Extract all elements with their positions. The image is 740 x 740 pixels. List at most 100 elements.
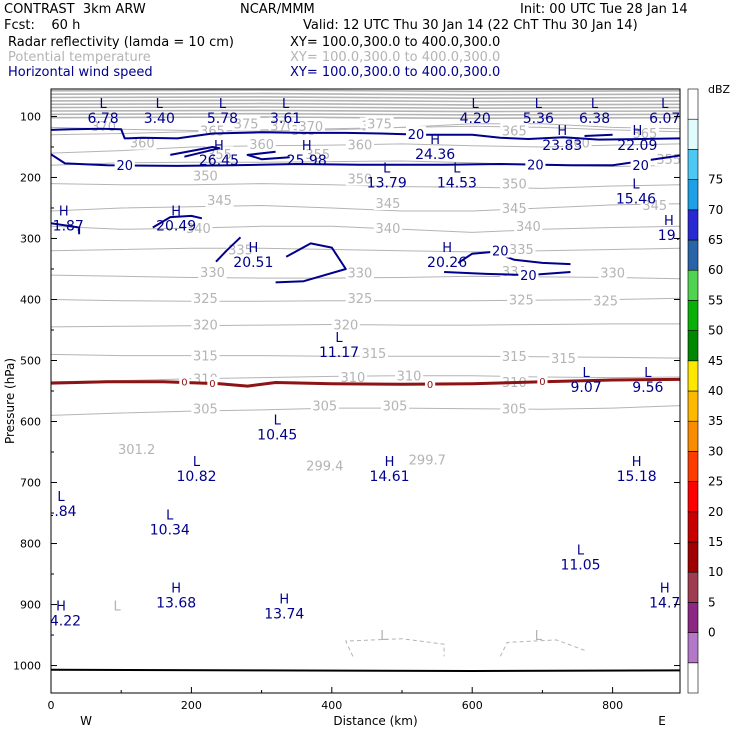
theta-label-305: 305 [383, 400, 408, 415]
theta-label-315-bg [500, 348, 529, 364]
x-tick-label: 0 [48, 699, 55, 712]
freezing-level: 0 0 0 0 [51, 375, 680, 391]
theta-label-330: 330 [200, 266, 225, 281]
freezing-label-bg [179, 375, 190, 388]
theta-contour-350 [51, 183, 680, 189]
x-tick-label: 600 [462, 699, 483, 712]
low-marker: L [535, 629, 543, 644]
theta-label-355: 355 [305, 148, 330, 163]
freezing-label-bg [424, 378, 436, 390]
plot-area [51, 89, 680, 693]
theta-label-360-bg [247, 135, 276, 151]
theta-label-315: 315 [193, 350, 218, 365]
wind-label-20: 20 [408, 128, 425, 143]
colorbar-level: 55 [708, 293, 723, 307]
field-wind-xy: XY= 100.0,300.0 to 400.0,300.0 [290, 65, 501, 80]
theta-label-335-bg [507, 240, 536, 256]
extremum-value: 15.18 [617, 469, 657, 485]
theta-label-315: 315 [551, 352, 576, 367]
theta-band-line [51, 102, 680, 106]
theta-label-350: 350 [193, 170, 218, 185]
theta-band-line [51, 89, 680, 93]
theta-label-325: 325 [347, 292, 372, 307]
y-tick-label: 500 [20, 354, 41, 367]
wind-label-20: 20 [116, 159, 133, 174]
theta-label-310-bg [394, 367, 424, 383]
theta-label-345-bg [373, 195, 403, 210]
theta-label-320-bg [191, 316, 220, 332]
colorbar-level: 70 [708, 203, 723, 217]
theta-label-360: 360 [249, 138, 274, 153]
extremum-value: 20.49 [156, 218, 196, 234]
extremum-value: 10.45 [257, 428, 297, 444]
colorbar-level: 5 [708, 595, 716, 609]
extremum-value: 20.26 [427, 255, 467, 271]
colorbar-bin [687, 390, 699, 422]
theta-contour-345 [51, 203, 680, 212]
theta-band-line [51, 109, 680, 113]
theta-label-350-bg [500, 175, 529, 191]
theta-label-325-bg [345, 290, 374, 306]
high-marker: H [664, 214, 674, 229]
freezing-label: 0 [209, 379, 215, 390]
high-marker: H [557, 124, 567, 139]
colorbar-bin [687, 209, 699, 241]
west-label: W [80, 714, 92, 728]
theta-label-310: 310 [397, 370, 422, 385]
low-marker: L [535, 97, 543, 112]
theta-extra-label-bg [114, 440, 159, 456]
theta-label-325: 325 [193, 292, 218, 307]
colorbar-bin [687, 511, 699, 543]
extremum-value: 22.09 [617, 138, 657, 154]
theta-label-325-bg [507, 291, 536, 307]
theta-label-330: 330 [600, 267, 625, 282]
theta-label-315-bg [549, 349, 578, 365]
wind-label-20-bg [630, 157, 651, 173]
extremum-value: 15.46 [616, 191, 656, 207]
extremum-value: 13.74 [264, 606, 304, 622]
low-marker: L [193, 455, 201, 470]
low-marker: L [99, 97, 107, 112]
theta-label-360: 360 [565, 137, 590, 152]
extremum-value: 11.05 [560, 558, 600, 574]
extremum-value: 11.17 [319, 345, 359, 361]
extremum-value: 3.61 [270, 111, 301, 127]
theta-label-340-bg [184, 220, 213, 235]
colorbar-bin [687, 179, 699, 211]
theta-label-345-bg [205, 191, 234, 207]
colorbar-level: 0 [708, 626, 716, 640]
low-marker: L [383, 162, 391, 177]
colorbar-level: 40 [708, 384, 723, 398]
theta-label-305-bg [191, 400, 220, 416]
y-tick-label: 1000 [13, 660, 41, 673]
agency-label: NCAR/MMM [240, 2, 315, 17]
colorbar-bin [687, 330, 699, 362]
theta-label-360: 360 [130, 137, 155, 152]
extremum-value: 21.87 [44, 218, 84, 234]
theta-label-340: 340 [376, 222, 401, 237]
low-marker: L [472, 97, 480, 112]
high-marker: H [385, 455, 395, 470]
wind-label-20: 20 [520, 269, 537, 284]
theta-label-345-bg [500, 199, 529, 215]
theta-label-320: 320 [193, 318, 218, 333]
theta-label-350-bg [191, 167, 220, 183]
theta-contour-305 [51, 405, 680, 416]
y-tick-label: 400 [20, 293, 41, 306]
extremum-value: 26.45 [199, 153, 239, 169]
extremum-value: 24.36 [415, 147, 455, 163]
theta-extra-label: 375 [367, 118, 392, 133]
theta-label-365-bg [500, 122, 529, 138]
colorbar-level: 30 [708, 444, 723, 458]
colorbar-bin [687, 118, 699, 150]
colorbar-bin [687, 88, 699, 120]
hl-annotations: L6.78L3.40L5.78L3.61L4.20L5.36L6.38L6.07… [44, 97, 680, 644]
colorbar-level: 35 [708, 414, 723, 428]
colorbar-bin [687, 541, 699, 573]
low-marker: L [57, 490, 65, 505]
extremum-value: 13.79 [367, 176, 407, 192]
extremum-value: 5.78 [207, 111, 238, 127]
theta-label-335: 335 [228, 243, 253, 258]
high-marker: H [442, 241, 452, 256]
